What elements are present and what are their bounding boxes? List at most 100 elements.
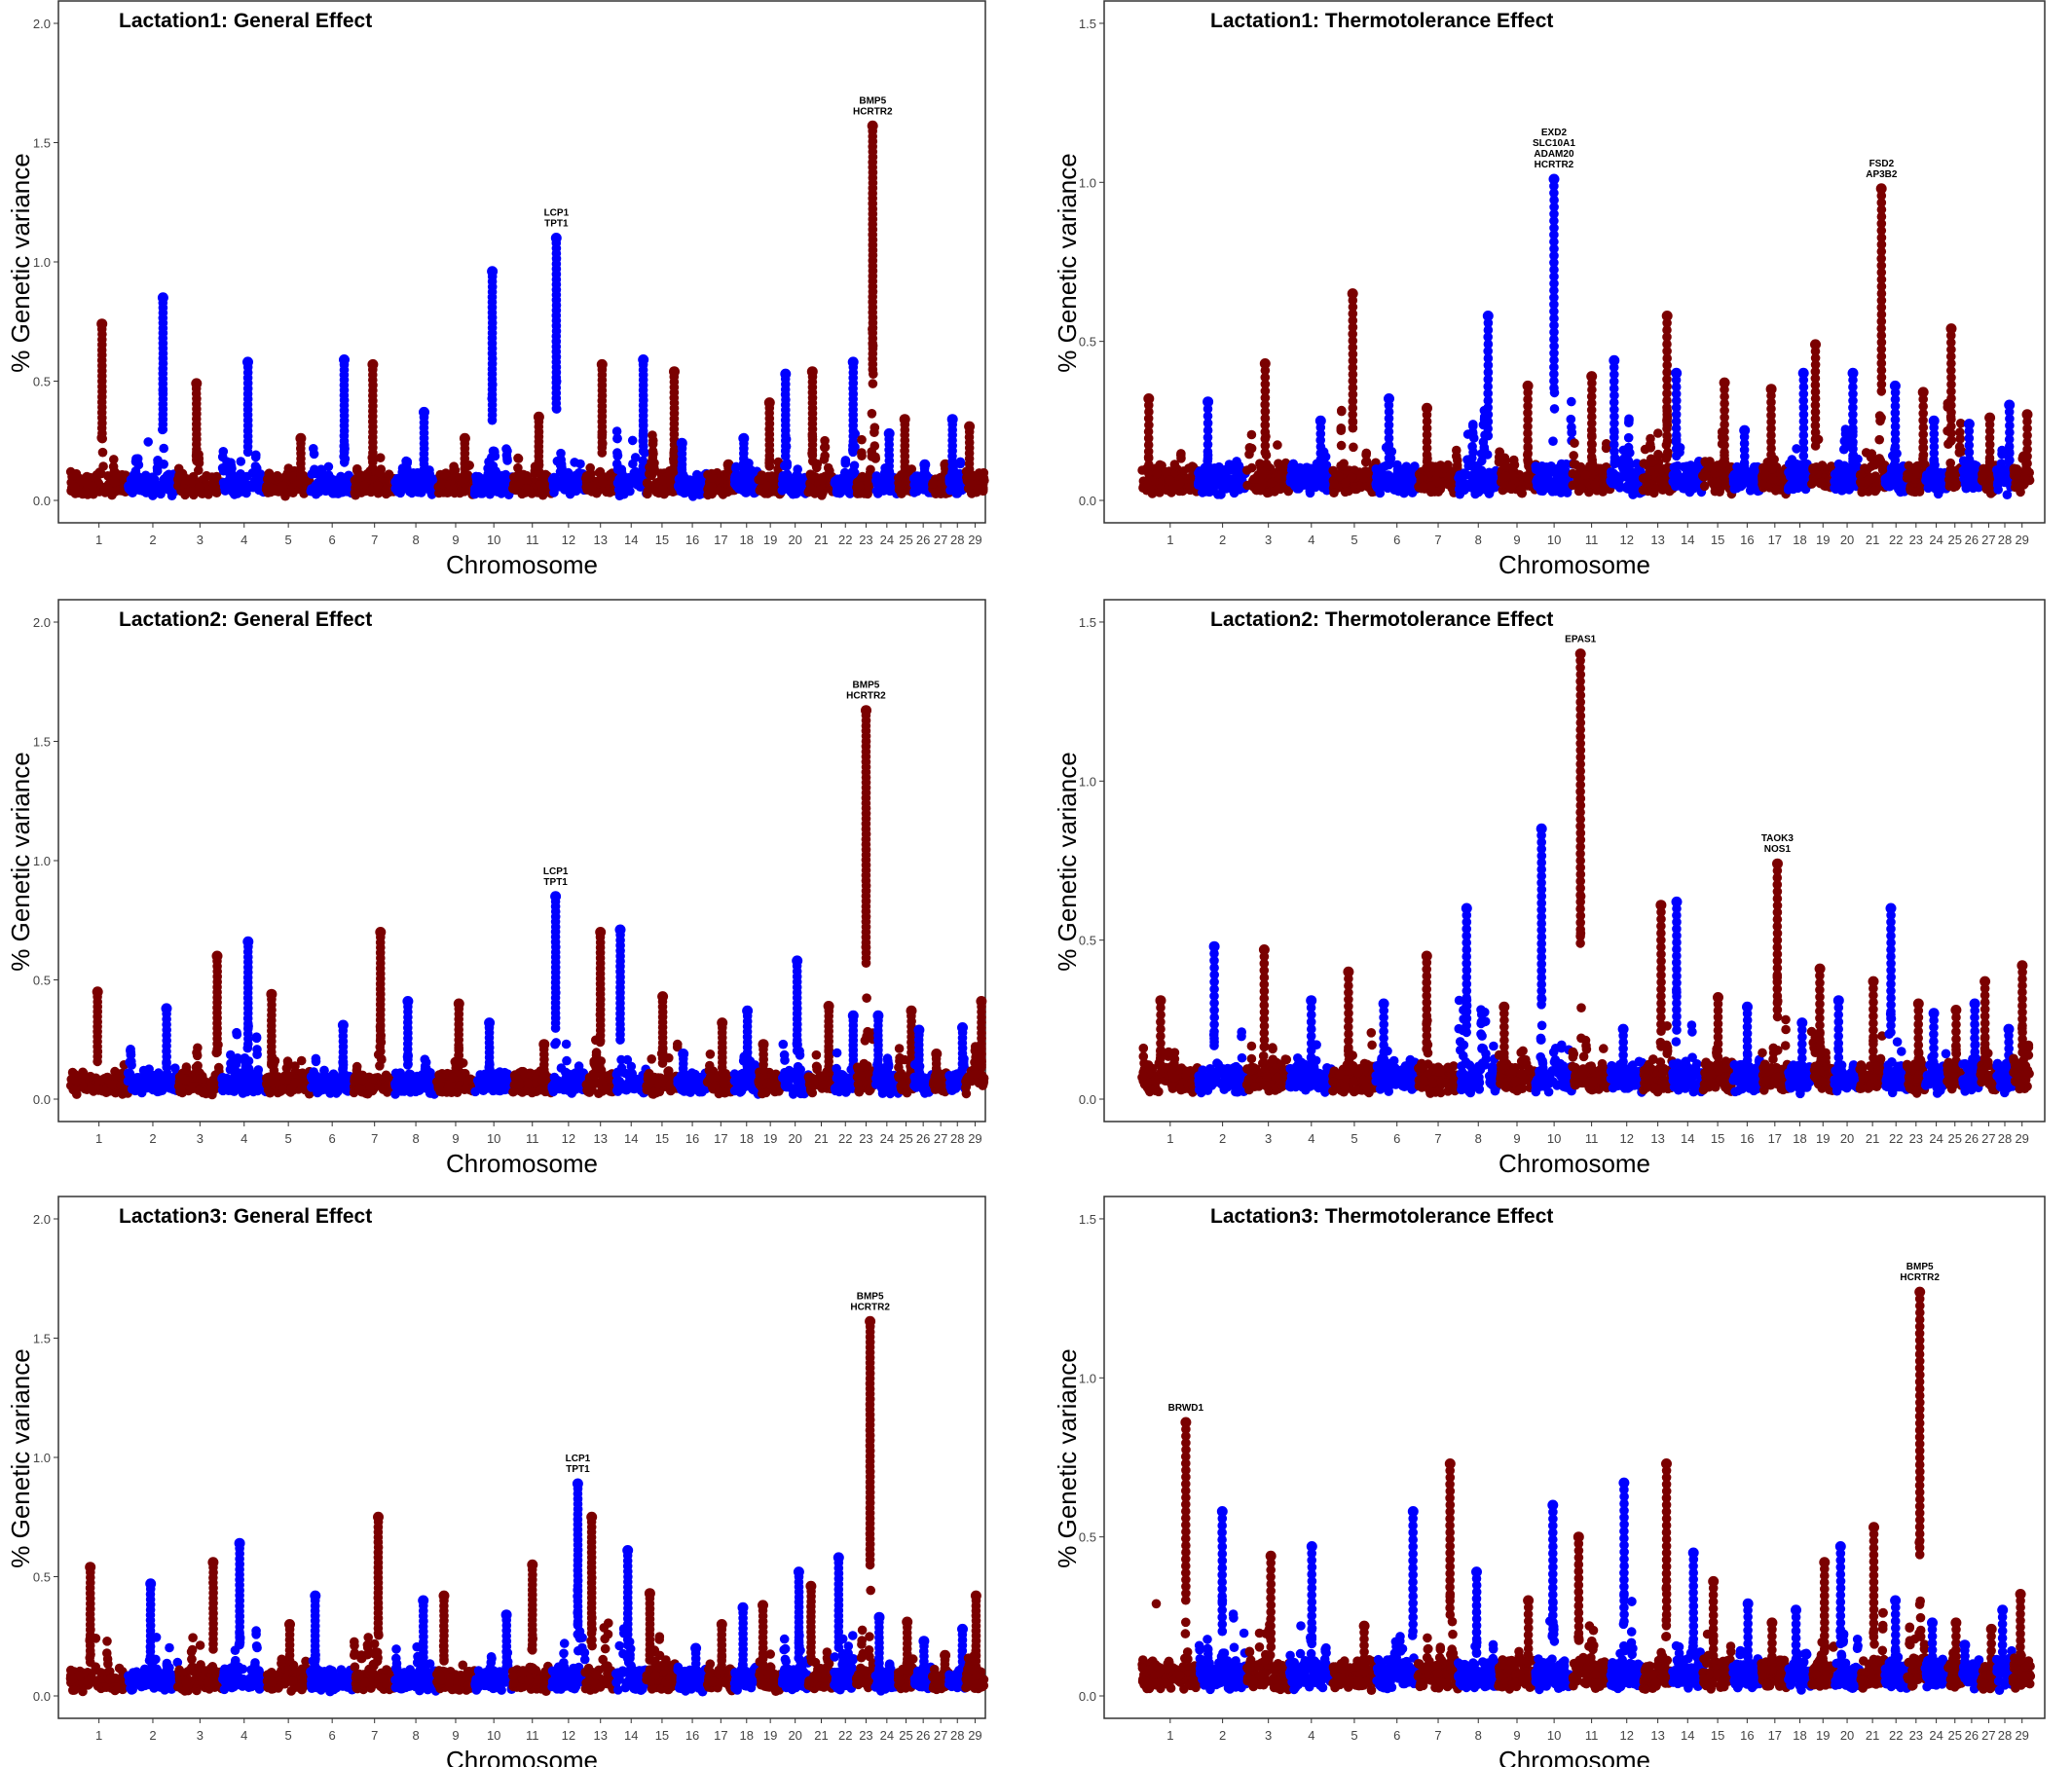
snp-point bbox=[1198, 488, 1207, 497]
snp-point bbox=[1700, 457, 1710, 466]
snp-point bbox=[564, 469, 574, 479]
snp-point bbox=[402, 459, 412, 468]
snp-point bbox=[338, 488, 348, 497]
snp-point bbox=[1609, 355, 1619, 366]
snp-point bbox=[659, 490, 669, 499]
snp-point bbox=[1456, 472, 1465, 482]
snp-point bbox=[393, 487, 403, 497]
snp-point bbox=[556, 480, 566, 490]
snp-point bbox=[534, 412, 544, 423]
snp-point bbox=[98, 448, 108, 458]
snp-point bbox=[339, 354, 350, 365]
snp-point bbox=[730, 472, 740, 482]
x-tick-label: 24 bbox=[1929, 533, 1942, 547]
snp-point bbox=[1433, 477, 1443, 487]
snp-point bbox=[528, 489, 537, 498]
snp-point bbox=[780, 369, 791, 380]
snp-point bbox=[1221, 475, 1231, 485]
snp-point bbox=[310, 450, 319, 460]
snp-point bbox=[1720, 378, 1730, 388]
snp-point bbox=[1759, 469, 1769, 479]
x-tick-label: 3 bbox=[1265, 533, 1272, 547]
snp-point bbox=[1646, 466, 1655, 476]
snp-point bbox=[1469, 433, 1479, 443]
snp-point bbox=[789, 490, 798, 499]
snp-point bbox=[1593, 463, 1603, 473]
snp-point bbox=[1453, 456, 1462, 465]
snp-point bbox=[1662, 440, 1672, 450]
snp-point bbox=[1230, 489, 1240, 498]
snp-point bbox=[855, 489, 865, 498]
y-tick-label: 1.5 bbox=[1079, 17, 1096, 31]
snp-point bbox=[284, 463, 294, 473]
snp-point bbox=[159, 444, 168, 454]
snp-point bbox=[98, 461, 108, 471]
snp-point bbox=[537, 482, 547, 492]
snp-point bbox=[1470, 487, 1480, 497]
snp-point bbox=[460, 433, 470, 444]
snp-point bbox=[873, 489, 883, 498]
snp-point bbox=[574, 478, 583, 488]
snp-point bbox=[549, 473, 559, 483]
snp-point bbox=[295, 433, 306, 444]
x-tick-label: 18 bbox=[1793, 533, 1806, 547]
x-tick-label: 10 bbox=[1547, 533, 1561, 547]
snp-point bbox=[812, 463, 822, 473]
x-tick-label: 9 bbox=[1513, 533, 1520, 547]
snp-point bbox=[870, 427, 879, 437]
snp-point bbox=[189, 491, 199, 500]
snp-point bbox=[1673, 475, 1683, 485]
snp-point bbox=[1501, 472, 1511, 482]
snp-point bbox=[1255, 459, 1265, 468]
x-tick-label: 11 bbox=[526, 533, 539, 547]
snp-point bbox=[1244, 450, 1254, 460]
snp-point bbox=[362, 469, 372, 479]
snp-point bbox=[1640, 459, 1649, 468]
snp-point bbox=[1810, 339, 1821, 350]
panel-title: Lactation1: Thermotolerance Effect bbox=[1210, 10, 1553, 32]
snp-point bbox=[1480, 443, 1490, 453]
snp-point bbox=[1758, 480, 1767, 490]
snp-point bbox=[158, 292, 168, 303]
snp-point bbox=[1483, 311, 1494, 321]
snp-point bbox=[1597, 486, 1607, 496]
snp-point bbox=[153, 458, 163, 467]
snp-point bbox=[1567, 397, 1576, 407]
snp-point bbox=[1795, 460, 1805, 470]
snp-point bbox=[70, 482, 80, 492]
snp-point bbox=[269, 485, 278, 495]
x-tick-label: 10 bbox=[487, 533, 500, 547]
snp-point bbox=[317, 478, 327, 488]
x-tick-label: 26 bbox=[916, 533, 930, 547]
x-tick-label: 22 bbox=[838, 533, 852, 547]
snp-point bbox=[768, 486, 778, 496]
snp-point bbox=[956, 460, 966, 469]
x-tick-label: 1 bbox=[1166, 533, 1173, 547]
snp-point bbox=[599, 478, 609, 488]
snp-point bbox=[96, 318, 107, 329]
snp-point bbox=[450, 489, 460, 498]
snp-point bbox=[419, 407, 429, 418]
snp-point bbox=[857, 451, 867, 460]
snp-point bbox=[974, 485, 983, 495]
snp-point bbox=[487, 266, 498, 276]
snp-point bbox=[669, 366, 680, 377]
snp-point bbox=[820, 455, 830, 464]
snp-point bbox=[1817, 478, 1827, 488]
snp-point bbox=[182, 475, 192, 485]
snp-point bbox=[1500, 460, 1510, 470]
snp-point bbox=[824, 463, 833, 473]
snp-point bbox=[70, 471, 80, 481]
x-tick-label: 4 bbox=[240, 533, 247, 547]
y-tick-label: 1.0 bbox=[33, 255, 51, 270]
snp-point bbox=[1671, 368, 1682, 379]
snp-point bbox=[1273, 440, 1282, 450]
snp-point bbox=[517, 490, 527, 499]
y-axis-label: % Genetic variance bbox=[6, 153, 35, 372]
x-tick-label: 29 bbox=[968, 533, 981, 547]
x-tick-label: 13 bbox=[1650, 533, 1664, 547]
snp-point bbox=[251, 451, 261, 460]
x-tick-label: 16 bbox=[1740, 533, 1754, 547]
x-tick-label: 7 bbox=[1434, 533, 1441, 547]
snp-point bbox=[1570, 438, 1579, 448]
